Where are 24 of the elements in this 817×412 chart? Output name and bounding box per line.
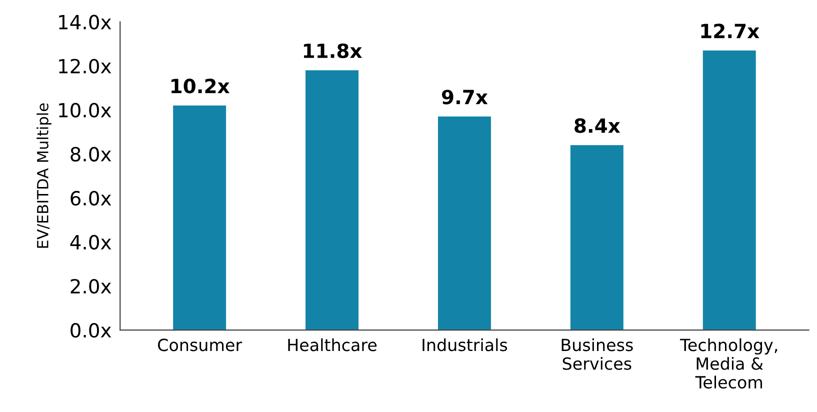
x-tick-label: Healthcare (288, 338, 377, 352)
data-label: 9.7x (442, 90, 488, 104)
bar (438, 116, 491, 330)
y-tick-label: 0.0x (70, 322, 112, 338)
y-tick-label: 14.0x (59, 14, 112, 30)
x-tick-label: Technology, Media & Telecom (680, 338, 778, 389)
data-label: 8.4x (574, 118, 620, 134)
y-tick-label: 6.0x (70, 190, 112, 206)
y-tick-label: 2.0x (70, 278, 112, 294)
x-tick-label: Consumer (158, 338, 242, 352)
y-axis-title: EV/EBITDA Multiple (36, 103, 52, 248)
bar (702, 50, 756, 330)
bar (306, 70, 359, 330)
bar (173, 105, 226, 330)
y-tick-label: 8.0x (70, 146, 112, 162)
x-tick-label: Business Services (562, 338, 633, 370)
y-tick-label: 4.0x (70, 234, 112, 250)
data-label: 12.7x (701, 24, 760, 38)
data-label: 11.8x (304, 43, 362, 58)
data-label: 10.2x (172, 78, 230, 94)
y-tick-label: 10.0x (59, 102, 112, 118)
y-tick-label: 12.0x (59, 58, 112, 74)
bar (570, 145, 624, 330)
x-tick-label: Industrials (422, 338, 508, 352)
